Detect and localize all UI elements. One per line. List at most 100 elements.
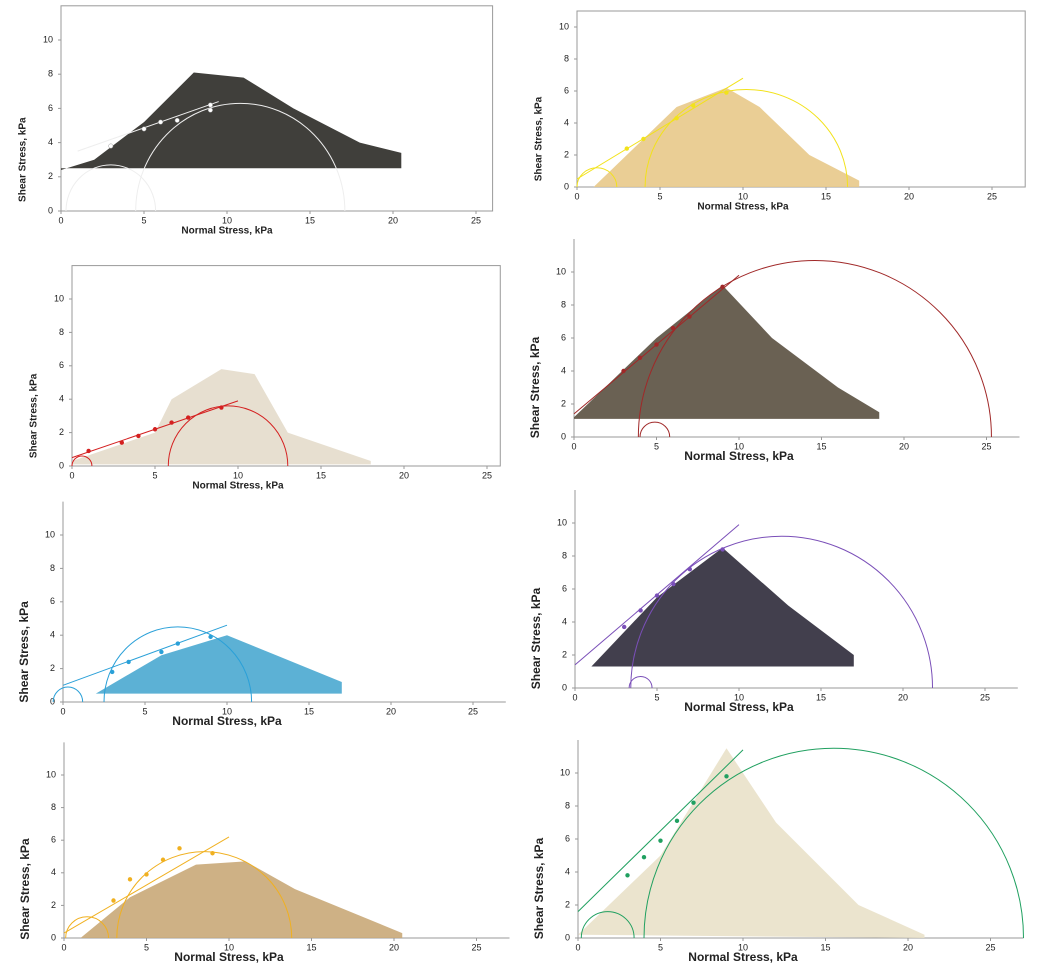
y-tick-label: 8 bbox=[561, 299, 566, 309]
data-point bbox=[720, 284, 725, 290]
x-axis-title: Normal Stress, kPa bbox=[192, 481, 284, 492]
x-axis-title: Normal Stress, kPa bbox=[181, 226, 273, 237]
x-tick-label: 15 bbox=[816, 692, 826, 702]
data-point bbox=[110, 669, 115, 675]
y-axis-title: Shear Stress, kPa bbox=[18, 117, 29, 202]
data-point bbox=[127, 877, 133, 882]
x-tick-label: 25 bbox=[471, 215, 481, 225]
pile-photo bbox=[591, 547, 854, 667]
y-axis-title: Shear Stress, kPa bbox=[29, 373, 40, 458]
y-tick-label: 6 bbox=[48, 103, 53, 113]
y-tick-label: 0 bbox=[50, 696, 55, 706]
x-tick-label: 25 bbox=[482, 470, 492, 480]
x-tick-label: 20 bbox=[898, 692, 908, 702]
y-tick-label: 0 bbox=[51, 932, 56, 942]
y-tick-label: 10 bbox=[560, 767, 570, 777]
pile-photo bbox=[574, 285, 880, 419]
x-tick-label: 5 bbox=[152, 470, 157, 480]
y-tick-label: 6 bbox=[565, 833, 570, 843]
mohr-circle bbox=[167, 405, 289, 467]
mohr-circle bbox=[630, 535, 934, 689]
y-tick-label: 4 bbox=[565, 866, 570, 876]
y-tick-label: 4 bbox=[48, 137, 53, 147]
x-tick-label: 25 bbox=[987, 191, 997, 201]
x-tick-label: 20 bbox=[389, 942, 399, 952]
y-tick-label: 10 bbox=[45, 529, 55, 539]
y-axis-title: Shear Stress, kPa bbox=[18, 838, 32, 940]
data-point bbox=[724, 774, 729, 779]
mohr-circle bbox=[576, 167, 618, 188]
yield-locus bbox=[77, 101, 219, 152]
yield-locus bbox=[577, 749, 744, 912]
data-point bbox=[158, 119, 164, 125]
y-tick-label: 2 bbox=[565, 899, 570, 909]
data-point bbox=[624, 146, 629, 151]
x-tick-label: 5 bbox=[654, 692, 659, 702]
x-tick-label: 10 bbox=[222, 215, 232, 225]
pile-photo bbox=[578, 748, 925, 938]
y-tick-label: 0 bbox=[565, 932, 570, 942]
data-point bbox=[174, 117, 180, 123]
y-tick-label: 6 bbox=[51, 835, 56, 845]
y-tick-label: 0 bbox=[561, 431, 566, 441]
x-tick-label: 5 bbox=[144, 942, 149, 952]
x-tick-label: 20 bbox=[388, 215, 398, 225]
data-point bbox=[144, 872, 149, 877]
mohr-circle bbox=[71, 455, 93, 467]
data-point bbox=[126, 659, 131, 665]
data-point bbox=[207, 102, 213, 108]
x-tick-label: 20 bbox=[903, 942, 913, 952]
pile-photo bbox=[80, 861, 403, 938]
data-point bbox=[169, 420, 174, 425]
y-tick-label: 10 bbox=[557, 517, 567, 527]
mohr-circle bbox=[637, 260, 992, 438]
data-point bbox=[210, 851, 215, 856]
data-point bbox=[159, 649, 164, 655]
y-tick-label: 10 bbox=[556, 266, 566, 276]
y-axis-title: Shear Stress, kPa bbox=[17, 601, 31, 703]
y-tick-label: 2 bbox=[48, 171, 53, 181]
y-tick-label: 4 bbox=[561, 365, 566, 375]
y-tick-label: 2 bbox=[50, 663, 55, 673]
data-point bbox=[86, 448, 91, 454]
y-tick-label: 2 bbox=[562, 649, 567, 659]
yield-locus bbox=[62, 624, 228, 686]
x-tick-label: 10 bbox=[224, 942, 234, 952]
pile-photo bbox=[95, 635, 342, 694]
mohr-circle bbox=[644, 88, 849, 188]
data-point bbox=[637, 355, 643, 360]
data-point bbox=[641, 136, 646, 142]
x-tick-label: 10 bbox=[738, 191, 748, 201]
x-tick-label: 0 bbox=[571, 441, 576, 451]
x-tick-label: 15 bbox=[305, 215, 315, 225]
x-tick-label: 0 bbox=[69, 470, 74, 480]
x-axis-title: Normal Stress, kPa bbox=[684, 700, 794, 714]
x-tick-label: 5 bbox=[657, 191, 662, 201]
data-point bbox=[119, 440, 125, 445]
y-tick-label: 10 bbox=[43, 34, 53, 44]
y-tick-label: 4 bbox=[564, 117, 569, 127]
data-point bbox=[671, 581, 676, 587]
x-tick-label: 15 bbox=[820, 942, 830, 952]
data-point bbox=[670, 325, 676, 331]
y-tick-label: 8 bbox=[562, 550, 567, 560]
y-tick-label: 6 bbox=[564, 85, 569, 95]
x-tick-label: 5 bbox=[142, 706, 147, 716]
x-tick-label: 0 bbox=[61, 942, 66, 952]
x-tick-label: 20 bbox=[899, 441, 909, 451]
y-tick-label: 6 bbox=[50, 596, 55, 606]
data-point bbox=[674, 818, 680, 824]
y-tick-label: 8 bbox=[565, 800, 570, 810]
y-tick-label: 10 bbox=[559, 21, 569, 31]
data-point bbox=[691, 800, 696, 805]
data-point bbox=[654, 593, 660, 598]
y-tick-label: 8 bbox=[48, 69, 53, 79]
yield-locus bbox=[576, 77, 744, 180]
pile-photo bbox=[593, 87, 860, 187]
pile-photo bbox=[72, 369, 371, 465]
